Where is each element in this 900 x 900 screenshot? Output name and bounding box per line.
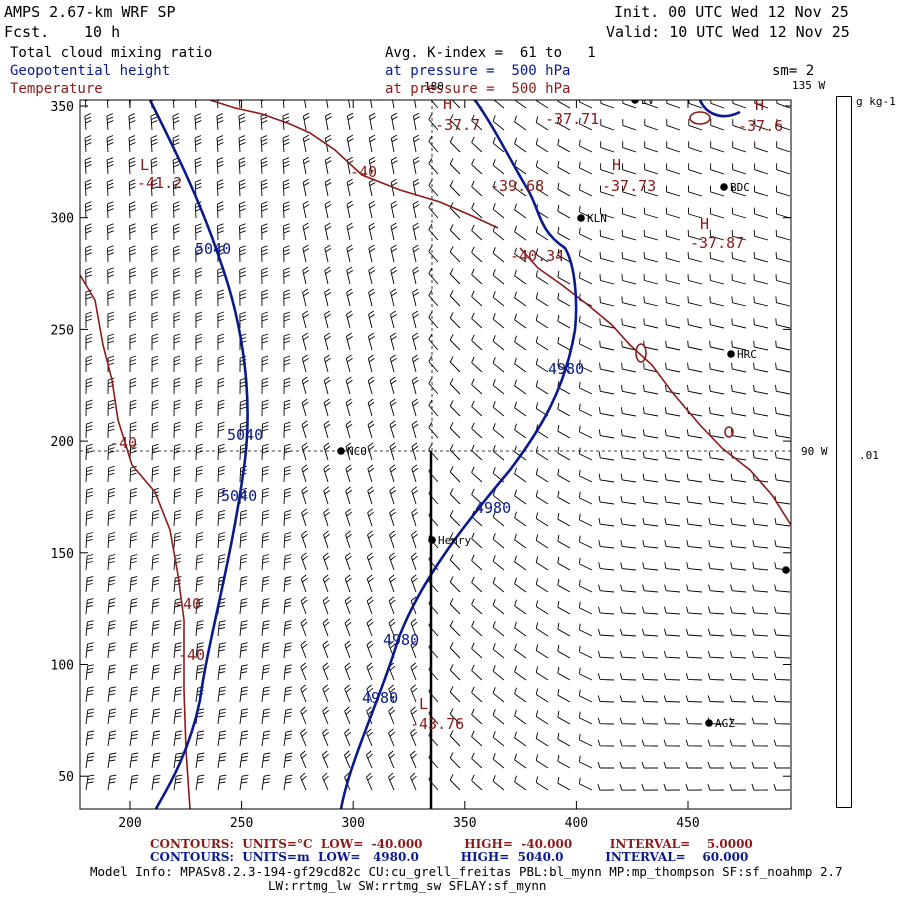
temperature-contour-label: H — [612, 156, 621, 174]
station-dot — [631, 100, 639, 104]
height-contour-label: 5040 — [195, 240, 231, 258]
x-tick-label: 450 — [676, 816, 699, 831]
temperature-labels: L-41.2-40H-37.7 -37.71H-37.6H-37.73-39.68… — [110, 95, 783, 733]
model-title: AMPS 2.67-km WRF SP — [4, 3, 176, 21]
temperature-contour-label: L — [419, 695, 428, 713]
valid-time: Valid: 10 UTC Wed 12 Nov 25 — [606, 23, 850, 41]
temperature-contour-label: H — [755, 96, 764, 114]
temperature-contour-label: -37.7 — [435, 116, 480, 134]
longitude-90w-label: 90 W — [801, 445, 828, 458]
temperature-contour-label: -39.68 — [490, 177, 544, 195]
station-label: LV — [641, 94, 655, 107]
temperature-contour-label: -40 — [178, 646, 205, 664]
temperature-contour-label: -40 — [110, 434, 137, 452]
station-label: AGZ — [715, 717, 735, 730]
temperature-contour-label: -41.2 — [137, 174, 182, 192]
colorbar-tick: .01 — [859, 449, 879, 462]
colorbar — [836, 96, 852, 808]
station-dot — [428, 536, 436, 544]
temperature-contour-label: H — [443, 95, 452, 113]
y-tick-label: 50 — [58, 770, 74, 785]
station-dot — [720, 183, 728, 191]
temperature-contour-label: -40 — [350, 163, 377, 181]
temperature-contour-label: -40.34 — [510, 247, 564, 265]
station-dot — [577, 214, 585, 222]
y-tick-label: 350 — [51, 100, 74, 115]
x-tick-label: 200 — [118, 816, 141, 831]
temperature-contour-label: L — [140, 156, 149, 174]
model-info: Model Info: MPASv8.2.3-194-gf29cd82c CU:… — [90, 864, 843, 879]
height-contour-label: 4980 — [475, 499, 511, 517]
k-index-range: Avg. K-index = 61 to 1 — [385, 45, 596, 61]
x-tick-label: 250 — [230, 816, 253, 831]
grid-lines — [80, 100, 791, 452]
station-dot — [727, 350, 735, 358]
model-info-line2: LW:rrtmg_lw SW:rrtmg_sw SFLAY:sf_mynn — [268, 878, 547, 893]
height-labels: 5040 5040 5040 4980 4980 4980 4980 — [195, 240, 584, 707]
colorbar-unit: g kg-1 — [856, 95, 896, 108]
field-cloud-label: Total cloud mixing ratio — [10, 45, 213, 61]
stations: LV BDC KLN HRC NCO Henry AGZ — [337, 94, 790, 730]
y-axis-ticks: 350 300 250 200 150 100 50 — [51, 100, 791, 785]
field-height-label: Geopotential height — [10, 63, 171, 79]
y-tick-label: 250 — [51, 323, 74, 338]
y-tick-label: 150 — [51, 547, 74, 562]
station-label: BDC — [730, 181, 750, 194]
x-tick-label: 400 — [565, 816, 588, 831]
init-time: Init. 00 UTC Wed 12 Nov 25 — [614, 3, 849, 21]
forecast-hours: 10 h — [84, 23, 121, 41]
temperature-contour-label: -37.87 — [690, 234, 744, 252]
station-label: NCO — [347, 445, 367, 458]
height-contour-label: 5040 — [227, 426, 263, 444]
smoothing-label: sm= 2 — [772, 63, 815, 79]
station-label: HRC — [737, 348, 757, 361]
height-pressure-level: at pressure = 500 hPa — [385, 63, 571, 79]
station-dot — [705, 719, 713, 727]
height-contour-label: 5040 — [221, 487, 257, 505]
wind-barbs — [84, 100, 791, 791]
temperature-contours — [80, 100, 791, 809]
height-contour-label: 4980 — [548, 360, 584, 378]
height-contours — [148, 100, 741, 809]
plot-frame — [79, 99, 792, 810]
y-tick-label: 100 — [51, 659, 74, 674]
temperature-contour-label: -37.73 — [602, 177, 656, 195]
x-tick-label: 350 — [453, 816, 476, 831]
x-axis-ticks: 200 250 300 350 400 450 — [118, 100, 700, 831]
temperature-contour-label: -37.6 — [738, 117, 783, 135]
temperature-contour-label: -37.71 — [545, 110, 599, 128]
station-dot — [337, 447, 345, 455]
forecast-label: Fcst. — [4, 23, 50, 41]
y-tick-label: 300 — [51, 212, 74, 227]
footer-temperature-contours: CONTOURS: UNITS=°C LOW= -40.000 HIGH= -4… — [150, 837, 753, 851]
footer-height-contours: CONTOURS: UNITS=m LOW= 4980.0 HIGH= 5040… — [150, 850, 749, 864]
field-temperature-label: Temperature — [10, 81, 103, 97]
longitude-180-label: 180 — [424, 80, 444, 93]
y-tick-label: 200 — [51, 435, 74, 450]
x-tick-label: 300 — [341, 816, 364, 831]
temperature-contour-label: -40 — [174, 595, 201, 613]
station-label: Henry — [438, 534, 471, 547]
station-dot — [782, 566, 790, 574]
height-contour-label: 4980 — [383, 631, 419, 649]
longitude-135w-label: 135 W — [792, 79, 826, 92]
temperature-contour-label: -43.76 — [410, 715, 464, 733]
height-contour-label: 4980 — [362, 689, 398, 707]
temperature-contour-label: H — [700, 215, 709, 233]
station-label: KLN — [587, 212, 607, 225]
temperature-pressure-level: at pressure = 500 hPa — [385, 81, 571, 97]
